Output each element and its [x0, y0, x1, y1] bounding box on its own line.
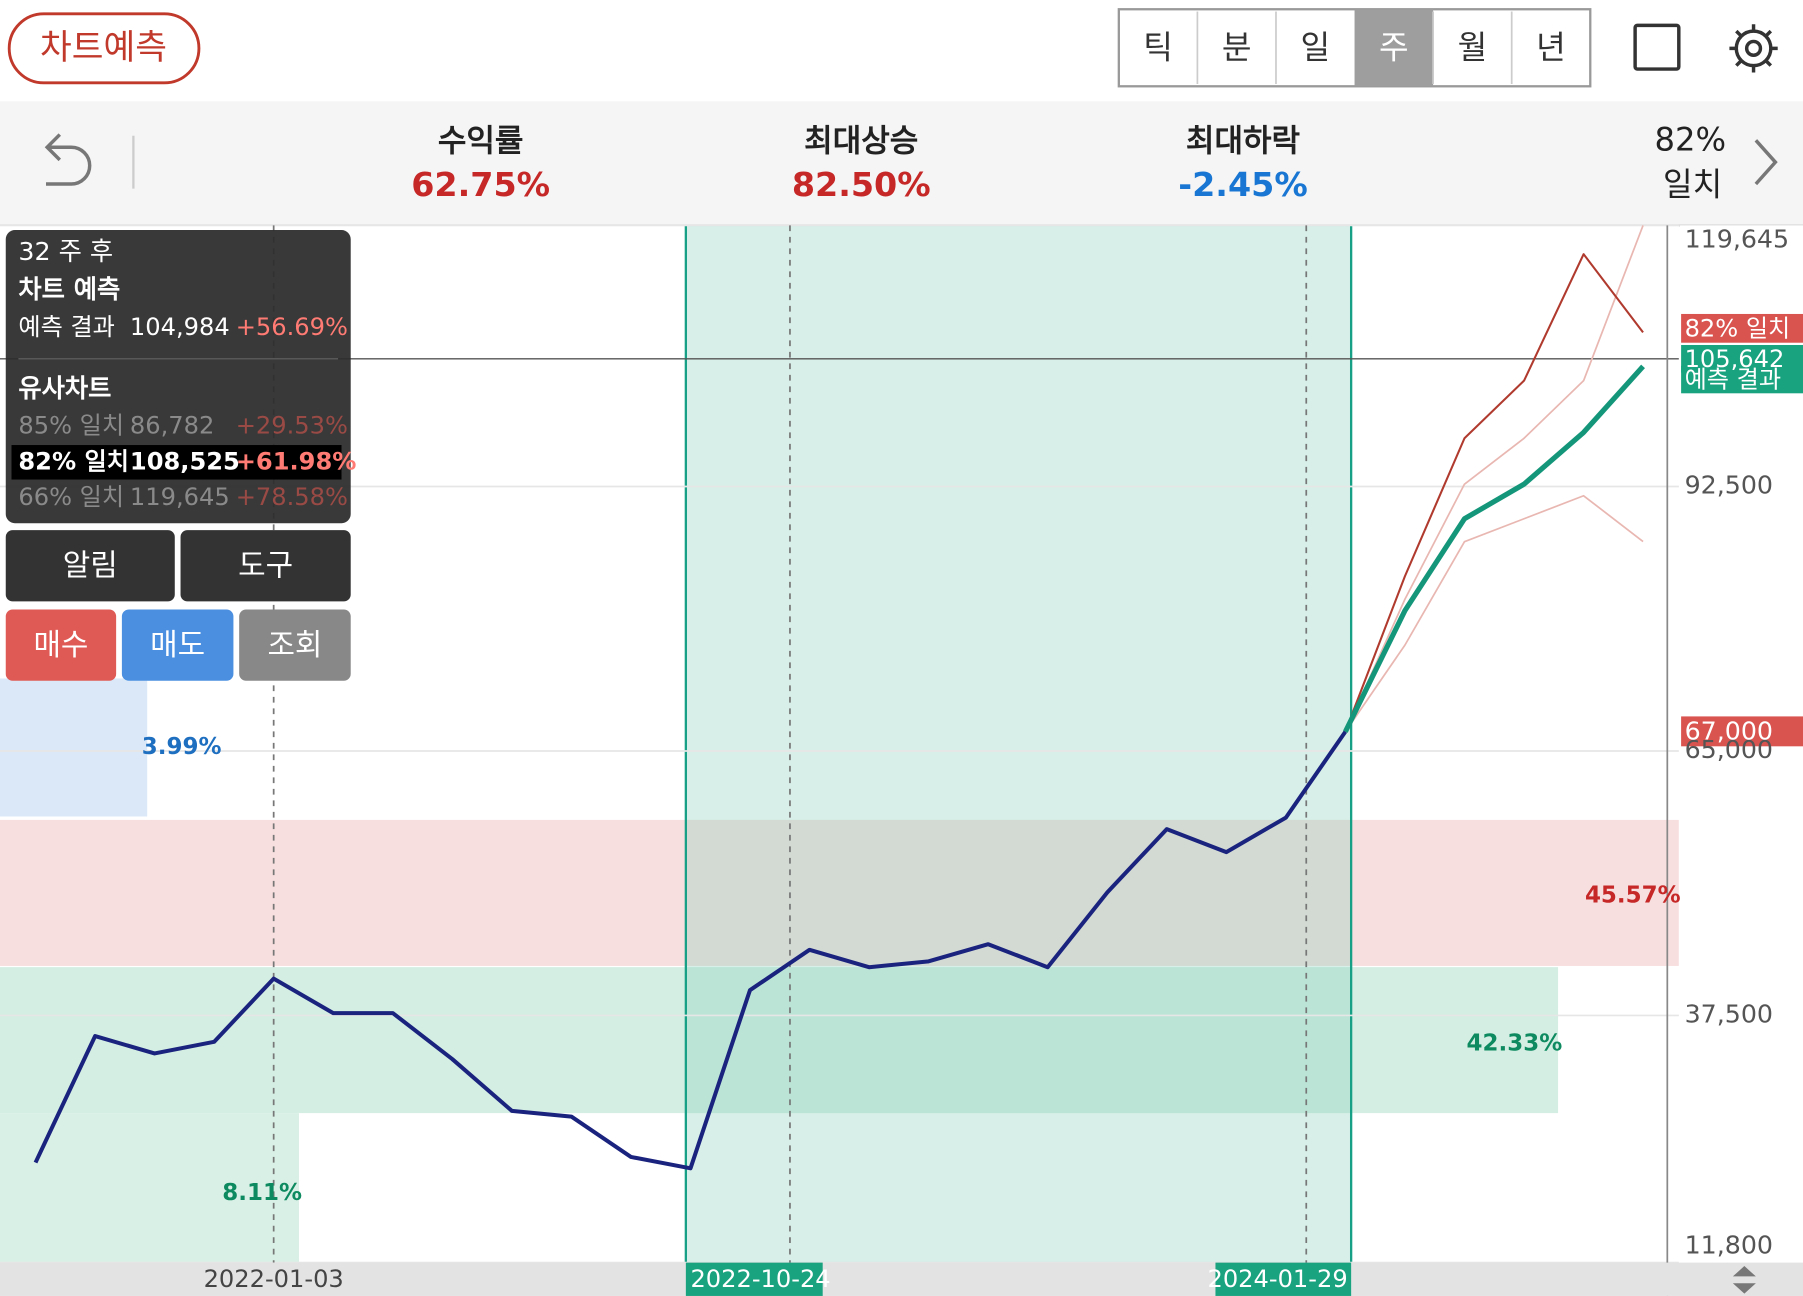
zone-red	[0, 819, 1679, 966]
zone-label: 8.11%	[222, 1180, 302, 1206]
back-button[interactable]	[44, 133, 92, 186]
similar-heading: 유사차트	[18, 374, 111, 403]
predict-button[interactable]	[7, 12, 201, 85]
similar-label: 66% 일치	[18, 483, 124, 511]
gear-teeth	[1729, 24, 1778, 73]
tools-button-label: 도구	[238, 548, 293, 583]
sell-button-label: 매도	[150, 628, 205, 663]
series-line	[33, 730, 1348, 1171]
alert-button-label: 알림	[63, 548, 118, 583]
period-selected	[1354, 9, 1434, 87]
x-axis-bar	[0, 1262, 1803, 1296]
x-tick-label: 2022-01-03	[204, 1265, 344, 1293]
y-tick-label: 11,800	[1685, 1231, 1773, 1260]
match-percent: 82%	[1655, 120, 1727, 158]
summary-value: -2.45%	[1178, 165, 1307, 204]
summary-label: 최대하락	[1186, 124, 1300, 160]
x-label-box	[685, 1262, 823, 1296]
x-tick-label: 2024-01-29	[1207, 1265, 1347, 1293]
period-tab[interactable]: 주	[1379, 28, 1409, 66]
y-tick-label: 65,000	[1685, 735, 1773, 764]
fullscreen-button[interactable]	[1633, 23, 1681, 71]
inquiry-button[interactable]	[239, 609, 351, 681]
period-tab[interactable]: 월	[1458, 28, 1488, 66]
match-label: 일치	[1663, 165, 1722, 203]
result-change: +56.69%	[236, 313, 348, 341]
zone-label: 45.57%	[1585, 882, 1681, 908]
alert-button[interactable]	[5, 530, 175, 602]
panel-heading: 차트 예측	[18, 275, 120, 304]
sell-button[interactable]	[121, 609, 234, 681]
similar-change: +78.58%	[236, 483, 348, 511]
summary-label: 최대상승	[804, 124, 918, 160]
zone-label: 42.33%	[1467, 1031, 1563, 1057]
summary-value: 62.75%	[411, 165, 550, 204]
summary-value: 82.50%	[792, 165, 931, 204]
panel-title: 32 주 후	[18, 237, 113, 266]
next-button[interactable]	[1754, 139, 1778, 186]
scroll-handle	[1732, 1266, 1756, 1294]
period-tab[interactable]: 일	[1300, 28, 1330, 66]
price-tag-bg	[1681, 716, 1803, 747]
period-tab[interactable]: 분	[1222, 28, 1252, 66]
period-tab[interactable]: 틱	[1143, 28, 1173, 66]
series-line	[1344, 253, 1644, 733]
match-tag: 82% 일치	[1685, 314, 1791, 342]
pattern-region	[685, 225, 1352, 1263]
y-axis-panel	[1679, 225, 1803, 1296]
row-highlight	[11, 445, 342, 480]
similar-price: 108,525	[130, 447, 240, 475]
y-tick-label: 119,645	[1685, 224, 1790, 253]
series-line	[1344, 225, 1644, 733]
forecast-tag-bg	[1681, 345, 1803, 373]
predict-button-label: 차트예측	[40, 28, 167, 68]
inquiry-button-label: 조회	[267, 628, 322, 663]
x-label-box	[1215, 1262, 1352, 1296]
similar-label: 82% 일치	[18, 447, 129, 475]
y-tick-label: 92,500	[1685, 470, 1773, 499]
similar-change: +61.98%	[236, 447, 357, 475]
period-tab[interactable]: 년	[1536, 28, 1566, 66]
series-line	[1344, 494, 1644, 733]
forecast-tag: 105,642	[1685, 345, 1785, 373]
price-tag: 67,000	[1685, 717, 1773, 746]
similar-change: +29.53%	[236, 412, 348, 440]
result-price: 104,984	[130, 313, 230, 341]
settings-button[interactable]	[1729, 24, 1778, 73]
summary-bar	[0, 101, 1803, 226]
x-tick-label: 2022-10-24	[690, 1265, 830, 1293]
similar-price: 119,645	[130, 483, 230, 511]
result-label: 예측 결과	[18, 313, 114, 341]
summary-label: 수익률	[438, 124, 524, 160]
gear-hub	[1744, 39, 1763, 57]
zone-label: 3.99%	[142, 734, 222, 760]
similar-label: 85% 일치	[18, 412, 124, 440]
series-line	[1343, 364, 1645, 733]
buy-button-label: 매수	[33, 628, 88, 663]
buy-button[interactable]	[5, 609, 117, 681]
tools-button[interactable]	[180, 530, 351, 602]
result-tag: 예측 결과	[1685, 366, 1781, 394]
zone-bottom	[0, 1113, 299, 1263]
y-tick-label: 37,500	[1685, 999, 1773, 1028]
zone-blue	[0, 678, 148, 817]
match-tag-bg	[1681, 313, 1803, 343]
similar-price: 86,782	[130, 412, 214, 440]
